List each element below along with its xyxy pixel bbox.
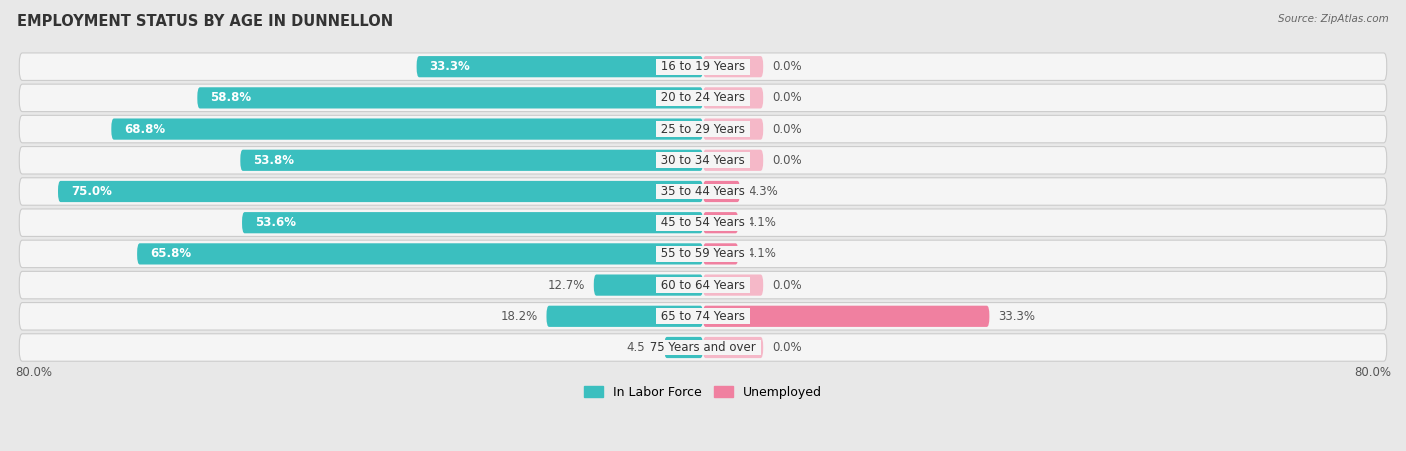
- FancyBboxPatch shape: [703, 306, 990, 327]
- Text: 35 to 44 Years: 35 to 44 Years: [657, 185, 749, 198]
- Text: 0.0%: 0.0%: [772, 60, 801, 73]
- Text: 60 to 64 Years: 60 to 64 Years: [657, 279, 749, 292]
- Text: 80.0%: 80.0%: [15, 366, 52, 378]
- FancyBboxPatch shape: [416, 56, 703, 77]
- Text: 0.0%: 0.0%: [772, 123, 801, 136]
- FancyBboxPatch shape: [58, 181, 703, 202]
- FancyBboxPatch shape: [20, 53, 1386, 80]
- Text: EMPLOYMENT STATUS BY AGE IN DUNNELLON: EMPLOYMENT STATUS BY AGE IN DUNNELLON: [17, 14, 394, 28]
- Text: 68.8%: 68.8%: [124, 123, 166, 136]
- Text: 0.0%: 0.0%: [772, 92, 801, 104]
- Text: 0.0%: 0.0%: [772, 279, 801, 292]
- FancyBboxPatch shape: [111, 119, 703, 140]
- FancyBboxPatch shape: [703, 56, 763, 77]
- FancyBboxPatch shape: [20, 84, 1386, 111]
- FancyBboxPatch shape: [593, 275, 703, 296]
- FancyBboxPatch shape: [20, 272, 1386, 299]
- FancyBboxPatch shape: [20, 178, 1386, 205]
- Text: 65 to 74 Years: 65 to 74 Years: [657, 310, 749, 323]
- Text: 53.6%: 53.6%: [254, 216, 295, 229]
- FancyBboxPatch shape: [703, 243, 738, 264]
- FancyBboxPatch shape: [242, 212, 703, 233]
- Text: 80.0%: 80.0%: [1354, 366, 1391, 378]
- Text: 4.1%: 4.1%: [747, 216, 776, 229]
- Text: 4.1%: 4.1%: [747, 248, 776, 260]
- Text: 45 to 54 Years: 45 to 54 Years: [657, 216, 749, 229]
- Text: 0.0%: 0.0%: [772, 341, 801, 354]
- Text: 4.5%: 4.5%: [626, 341, 655, 354]
- FancyBboxPatch shape: [703, 275, 763, 296]
- FancyBboxPatch shape: [20, 334, 1386, 361]
- Text: 33.3%: 33.3%: [998, 310, 1035, 323]
- FancyBboxPatch shape: [20, 303, 1386, 330]
- Text: 25 to 29 Years: 25 to 29 Years: [657, 123, 749, 136]
- Text: 30 to 34 Years: 30 to 34 Years: [657, 154, 749, 167]
- Text: 65.8%: 65.8%: [150, 248, 191, 260]
- Text: Source: ZipAtlas.com: Source: ZipAtlas.com: [1278, 14, 1389, 23]
- Text: 53.8%: 53.8%: [253, 154, 294, 167]
- Text: 16 to 19 Years: 16 to 19 Years: [657, 60, 749, 73]
- FancyBboxPatch shape: [20, 240, 1386, 267]
- Text: 18.2%: 18.2%: [501, 310, 538, 323]
- FancyBboxPatch shape: [20, 147, 1386, 174]
- FancyBboxPatch shape: [240, 150, 703, 171]
- FancyBboxPatch shape: [197, 87, 703, 109]
- FancyBboxPatch shape: [664, 337, 703, 358]
- Text: 20 to 24 Years: 20 to 24 Years: [657, 92, 749, 104]
- Text: 75 Years and over: 75 Years and over: [647, 341, 759, 354]
- Text: 75.0%: 75.0%: [70, 185, 111, 198]
- Legend: In Labor Force, Unemployed: In Labor Force, Unemployed: [579, 381, 827, 404]
- FancyBboxPatch shape: [703, 87, 763, 109]
- FancyBboxPatch shape: [703, 212, 738, 233]
- Text: 0.0%: 0.0%: [772, 154, 801, 167]
- Text: 4.3%: 4.3%: [748, 185, 779, 198]
- FancyBboxPatch shape: [20, 209, 1386, 236]
- FancyBboxPatch shape: [703, 337, 763, 358]
- FancyBboxPatch shape: [20, 115, 1386, 143]
- FancyBboxPatch shape: [138, 243, 703, 264]
- FancyBboxPatch shape: [703, 181, 740, 202]
- FancyBboxPatch shape: [703, 119, 763, 140]
- Text: 55 to 59 Years: 55 to 59 Years: [657, 248, 749, 260]
- Text: 33.3%: 33.3%: [429, 60, 470, 73]
- Text: 12.7%: 12.7%: [548, 279, 585, 292]
- Text: 58.8%: 58.8%: [211, 92, 252, 104]
- FancyBboxPatch shape: [547, 306, 703, 327]
- FancyBboxPatch shape: [703, 150, 763, 171]
